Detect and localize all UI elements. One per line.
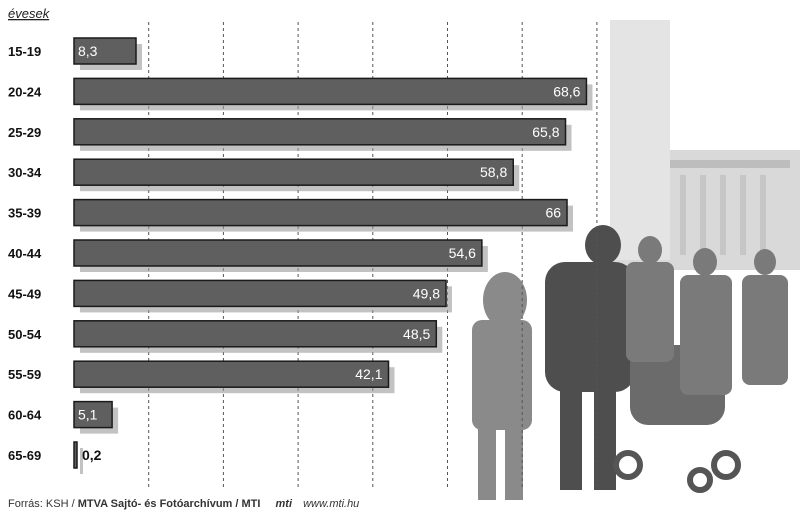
mti-logo: mti — [275, 498, 293, 510]
bar — [73, 158, 514, 186]
data-label: 42,1 — [355, 366, 382, 382]
category-label: 20-24 — [8, 84, 42, 99]
bar — [73, 118, 567, 146]
category-label: 60-64 — [8, 408, 42, 423]
data-label: 49,8 — [413, 285, 440, 301]
data-label: 54,6 — [449, 245, 476, 261]
category-label: 35-39 — [8, 206, 41, 221]
bar — [73, 441, 78, 469]
source-url[interactable]: www.mti.hu — [303, 498, 360, 510]
category-label: 65-69 — [8, 448, 41, 463]
category-label: 45-49 — [8, 286, 41, 301]
data-label: 66 — [545, 205, 561, 221]
source-prefix: Forrás: KSH / — [8, 498, 75, 510]
data-label: 8,3 — [78, 43, 98, 59]
category-label: 40-44 — [8, 246, 42, 261]
bar — [73, 77, 588, 106]
data-label: 65,8 — [532, 124, 559, 140]
data-label: 5,1 — [78, 407, 98, 423]
bar-shadow — [80, 448, 83, 474]
data-label: 0,2 — [82, 447, 102, 463]
category-label: 30-34 — [8, 165, 42, 180]
bar — [73, 279, 447, 308]
category-label: 50-54 — [8, 327, 42, 342]
category-label: 55-59 — [8, 367, 41, 382]
bar — [73, 239, 483, 267]
data-label: 58,8 — [480, 164, 507, 180]
bar — [73, 37, 137, 65]
source-bold: MTVA Sajtó- és Fotóarchívum / MTI — [77, 498, 261, 510]
bar — [73, 360, 390, 388]
bar — [73, 400, 113, 429]
data-label: 48,5 — [403, 326, 430, 342]
data-label: 68,6 — [553, 83, 580, 99]
category-label: 25-29 — [8, 125, 41, 140]
bar — [73, 198, 568, 227]
bar — [73, 320, 438, 348]
category-label: 15-19 — [8, 44, 41, 59]
source-footer: Forrás: KSH / MTVA Sajtó- és Fotóarchívu… — [8, 498, 359, 510]
unit-label: évesek — [8, 6, 51, 21]
